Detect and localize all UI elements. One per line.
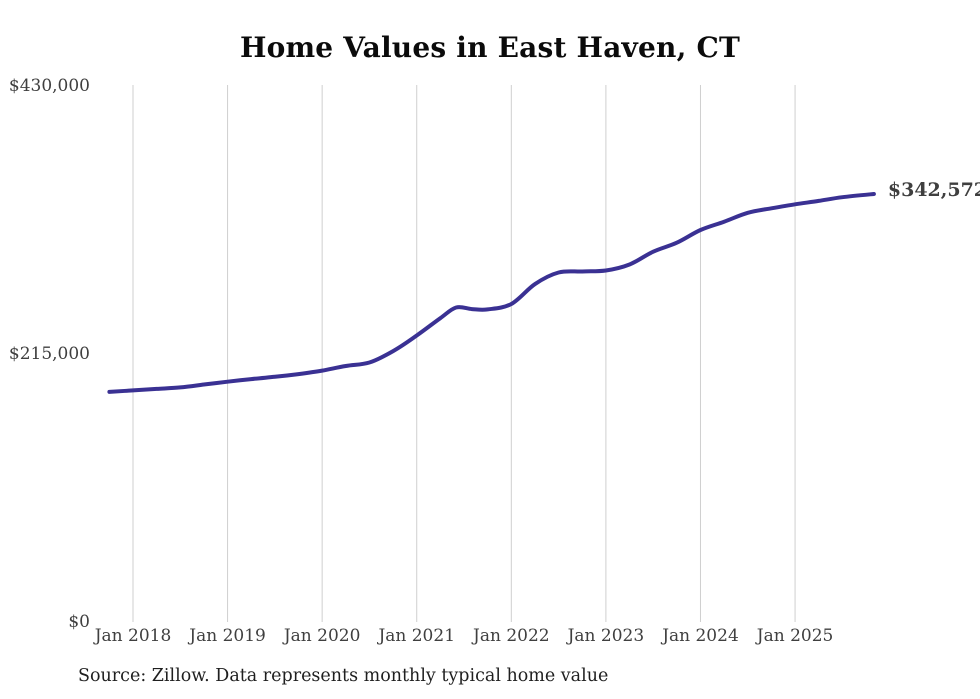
- y-tick-label: $215,000: [9, 344, 90, 364]
- source-note: Source: Zillow. Data represents monthly …: [78, 666, 609, 686]
- home-value-line: [107, 192, 876, 394]
- y-tick-label: $0: [68, 612, 90, 632]
- x-tick-label: Jan 2022: [471, 626, 550, 646]
- x-tick-label: Jan 2020: [282, 626, 361, 646]
- x-tick-label: Jan 2018: [93, 626, 172, 646]
- chart-title: Home Values in East Haven, CT: [239, 31, 741, 64]
- latest-value-label: $342,572: [888, 179, 980, 201]
- x-tick-label: Jan 2025: [755, 626, 834, 646]
- x-tick-label: Jan 2021: [376, 626, 455, 646]
- y-tick-label: $430,000: [9, 76, 90, 96]
- x-tick-label: Jan 2024: [660, 626, 739, 646]
- x-tick-label: Jan 2023: [566, 626, 645, 646]
- x-tick-label: Jan 2019: [187, 626, 266, 646]
